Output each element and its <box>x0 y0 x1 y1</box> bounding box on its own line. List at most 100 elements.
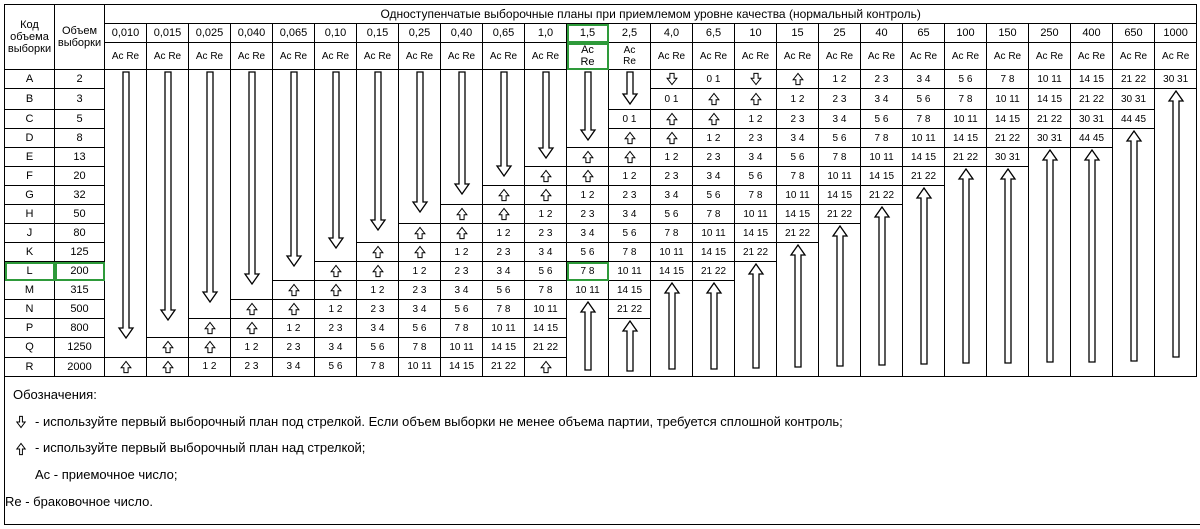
plan-cell: 1 2 <box>189 357 231 376</box>
aql-level: 0,040 <box>231 24 273 43</box>
plan-cell: 7 8 <box>819 148 861 167</box>
plan-cell: 7 8 <box>903 110 945 129</box>
plan-cell: 10 11 <box>441 338 483 357</box>
aql-level: 1,0 <box>525 24 567 43</box>
plan-cell: 21 22 <box>819 205 861 224</box>
aql-level: 0,065 <box>273 24 315 43</box>
plan-cell: 5 6 <box>945 70 987 89</box>
row-code: E <box>5 148 55 167</box>
plan-cell: 1 2 <box>357 281 399 300</box>
plan-cell: 2 3 <box>483 243 525 262</box>
plan-cell: 10 11 <box>651 243 693 262</box>
acre-header: AcRe <box>567 43 609 70</box>
row-size: 125 <box>55 243 105 262</box>
row-size: 13 <box>55 148 105 167</box>
plan-cell: 14 15 <box>945 129 987 148</box>
plan-cell <box>525 167 567 186</box>
long-arrow-up <box>1071 148 1113 377</box>
row-size: 2000 <box>55 357 105 376</box>
long-arrow-up <box>819 224 861 377</box>
plan-cell <box>273 281 315 300</box>
plan-cell: 3 4 <box>609 205 651 224</box>
long-arrow-up <box>693 281 735 377</box>
long-arrow-down <box>357 70 399 243</box>
acre-header: Ac Re <box>105 43 147 70</box>
plan-cell: 5 6 <box>609 224 651 243</box>
row-code: M <box>5 281 55 300</box>
plan-cell <box>399 243 441 262</box>
plan-cell: 5 6 <box>567 243 609 262</box>
plan-cell <box>525 186 567 205</box>
long-arrow-up <box>735 262 777 377</box>
plan-cell: 3 4 <box>693 167 735 186</box>
row-code: C <box>5 110 55 129</box>
aql-level: 0,015 <box>147 24 189 43</box>
row-size: 1250 <box>55 338 105 357</box>
plan-cell: 2 3 <box>651 167 693 186</box>
plan-cell <box>357 262 399 281</box>
plan-cell: 1 2 <box>651 148 693 167</box>
plan-cell: 7 8 <box>861 129 903 148</box>
legend-up-text: - используйте первый выборочный план над… <box>35 436 365 461</box>
plan-cell: 5 6 <box>735 167 777 186</box>
plan-cell: 7 8 <box>357 357 399 376</box>
plan-cell: 30 31 <box>1071 110 1113 129</box>
row-code: F <box>5 167 55 186</box>
plan-cell: 1 2 <box>819 70 861 89</box>
plan-cell: 21 22 <box>1113 70 1155 89</box>
plan-cell <box>651 129 693 148</box>
aql-level: 10 <box>735 24 777 43</box>
plan-cell: 21 22 <box>1071 89 1113 110</box>
plan-cell <box>567 167 609 186</box>
aql-level: 1,5 <box>567 24 609 43</box>
row-size: 315 <box>55 281 105 300</box>
aql-level: 0,40 <box>441 24 483 43</box>
plan-cell: 7 8 <box>735 186 777 205</box>
plan-cell: 21 22 <box>483 357 525 376</box>
plan-cell <box>609 148 651 167</box>
plan-cell: 7 8 <box>945 89 987 110</box>
plan-cell: 3 4 <box>735 148 777 167</box>
plan-cell: 0 1 <box>693 70 735 89</box>
plan-cell <box>357 243 399 262</box>
plan-cell: 30 31 <box>1155 70 1197 89</box>
aql-level: 6,5 <box>693 24 735 43</box>
long-arrow-up <box>903 186 945 377</box>
plan-cell: 0 1 <box>609 110 651 129</box>
plan-cell: 3 4 <box>315 338 357 357</box>
plan-cell: 21 22 <box>1029 110 1071 129</box>
plan-cell: 7 8 <box>609 243 651 262</box>
plan-cell: 3 4 <box>567 224 609 243</box>
plan-cell: 21 22 <box>903 167 945 186</box>
row-size: 800 <box>55 319 105 338</box>
plan-cell: 10 11 <box>525 300 567 319</box>
plan-cell: 14 15 <box>1071 70 1113 89</box>
plan-cell <box>315 262 357 281</box>
long-arrow-up <box>1113 129 1155 377</box>
aql-level: 0,15 <box>357 24 399 43</box>
aql-level: 250 <box>1029 24 1071 43</box>
long-arrow-down <box>525 70 567 167</box>
plan-cell <box>693 89 735 110</box>
acre-header: Ac Re <box>525 43 567 70</box>
aql-level: 65 <box>903 24 945 43</box>
arrow-down-icon <box>13 410 29 435</box>
plan-cell <box>189 338 231 357</box>
plan-cell: 7 8 <box>441 319 483 338</box>
acre-header: Ac Re <box>693 43 735 70</box>
acre-header: Ac Re <box>189 43 231 70</box>
plan-cell: 3 4 <box>399 300 441 319</box>
plan-cell: 3 4 <box>861 89 903 110</box>
plan-cell: 5 6 <box>777 148 819 167</box>
plan-cell <box>567 148 609 167</box>
aql-level: 0,010 <box>105 24 147 43</box>
plan-cell: 2 3 <box>609 186 651 205</box>
row-code: J <box>5 224 55 243</box>
plan-cell <box>651 110 693 129</box>
plan-cell <box>147 357 189 376</box>
plan-cell <box>189 319 231 338</box>
plan-cell: 14 15 <box>651 262 693 281</box>
plan-cell: 21 22 <box>609 300 651 319</box>
plan-cell: 21 22 <box>777 224 819 243</box>
row-size: 5 <box>55 110 105 129</box>
